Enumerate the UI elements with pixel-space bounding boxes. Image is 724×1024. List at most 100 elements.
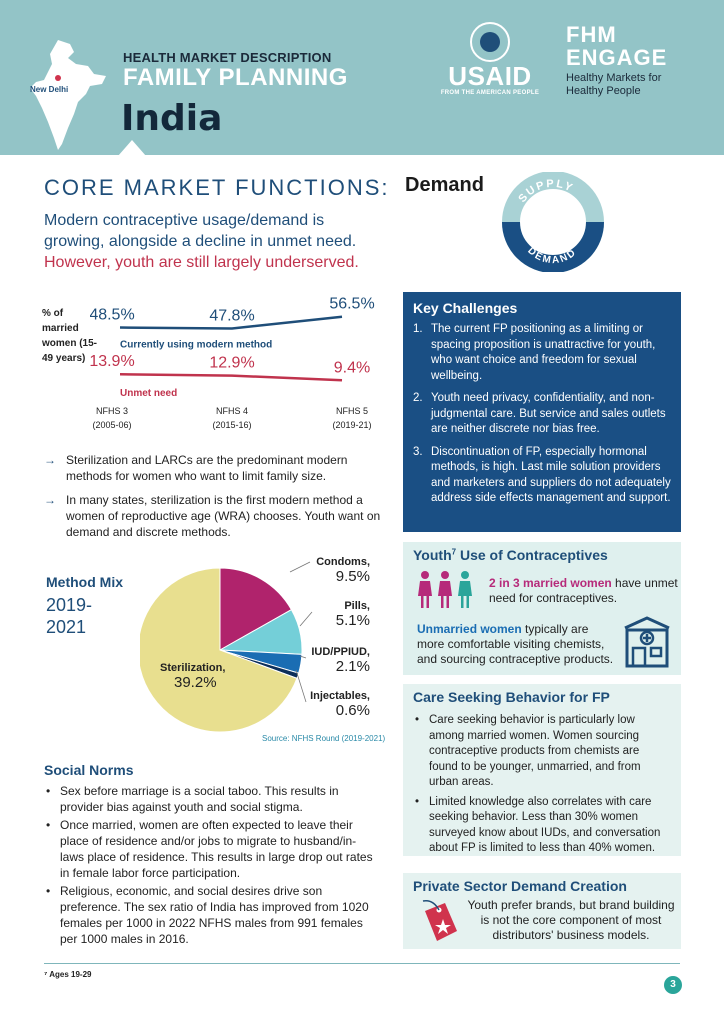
key-challenge-item: 3. Discontinuation of FP, especially horm…: [413, 445, 671, 507]
youth-title-text: Youth: [413, 547, 452, 563]
youth-stat: 2 in 3 married women have unmet need for…: [489, 576, 679, 606]
pie-leader-line: [295, 669, 307, 703]
header-banner: New Delhi HEALTH MARKET DESCRIPTION FAMI…: [0, 0, 724, 156]
fhm-tagline-2: Healthy People: [566, 85, 641, 97]
data-label: 56.5%: [329, 296, 374, 313]
pie-label-value: 5.1%: [335, 612, 370, 629]
x-tick-label: NFHS 4: [216, 406, 248, 416]
youth-title: Youth7 Use of Contraceptives: [413, 547, 671, 563]
pie-label-value: 9.5%: [335, 568, 370, 585]
pie-label-value: 2.1%: [335, 658, 370, 675]
x-tick-year: (2005-06): [92, 420, 131, 430]
pie-label-value: 39.2%: [174, 674, 217, 691]
usaid-name: USAID: [448, 61, 532, 91]
key-challenge-item: 2. Youth need privacy, confidentiality, a…: [413, 391, 671, 438]
data-label: 12.9%: [209, 355, 254, 372]
data-label: 13.9%: [90, 353, 135, 370]
india-map-icon: New Delhi: [30, 40, 106, 150]
pie-leader-line: [299, 611, 313, 627]
series-line: [119, 315, 343, 330]
usaid-seal-icon: [470, 22, 510, 62]
pie-leader-line: [289, 561, 311, 573]
header-kicker: HEALTH MARKET DESCRIPTION: [123, 50, 332, 65]
x-tick-year: (2015-16): [212, 420, 251, 430]
youth-unmarried-highlight: Unmarried women: [417, 622, 522, 636]
key-challenges-list: 1. The current FP positioning as a limiti…: [413, 322, 671, 507]
intro-line-2: However, youth are still largely underse…: [44, 254, 359, 271]
youth-title-sup: 7: [451, 547, 457, 557]
youth-unmarried-rest: typically are more comfortable visiting …: [417, 622, 614, 666]
pie-leader-line: [299, 655, 307, 659]
social-norm-item: Once married, women are often expected t…: [44, 817, 380, 881]
header-title: FAMILY PLANNING: [123, 64, 348, 91]
pie-label-injectables: Injectables, 0.6%: [296, 690, 370, 719]
social-norm-item: Religious, economic, and social desires …: [44, 883, 380, 947]
youth-unmarried-text: Unmarried women typically are more comfo…: [417, 622, 617, 667]
core-market-title: CORE MARKET FUNCTIONS:: [44, 175, 390, 200]
data-label: 47.8%: [209, 307, 254, 324]
core-demand-label: Demand: [405, 174, 484, 196]
supply-demand-circle-icon: SUPPLY DEMAND: [502, 172, 604, 272]
youth-panel: Youth7 Use of Contraceptives 2 in 3 marr…: [403, 542, 681, 675]
key-challenge-number: 2.: [413, 392, 423, 404]
fhm-engage-logo: FHM ENGAGE Healthy Markets for Healthy P…: [566, 24, 667, 98]
pie-label-name: Injectables,: [310, 690, 370, 702]
chart-y-label: % of married women (15-49 years): [42, 308, 98, 364]
fhm-line1: FHM: [566, 22, 617, 47]
care-seeking-title: Care Seeking Behavior for FP: [413, 689, 610, 705]
key-challenge-number: 3.: [413, 445, 423, 458]
women-figures-icon: [418, 571, 472, 608]
social-norm-item: Sex before marriage is a social taboo. T…: [44, 783, 380, 815]
pie-label-name: Condoms,: [316, 556, 370, 568]
usaid-subtitle: FROM THE AMERICAN PEOPLE: [440, 90, 540, 96]
pie-label-sterilization: Sterilization, 39.2%: [160, 662, 240, 691]
pie-label-name: IUD/PPIUD,: [311, 646, 370, 658]
header-country: India: [121, 98, 223, 139]
price-tag-icon: [422, 899, 457, 941]
fhm-tagline-1: Healthy Markets for: [566, 72, 662, 84]
private-sector-text: Youth prefer brands, but brand building …: [467, 898, 675, 942]
youth-stat-rest: have unmet need for contraceptives.: [489, 576, 678, 605]
social-norms-title: Social Norms: [44, 762, 134, 778]
key-challenge-text: Youth need privacy, confidentiality, and…: [431, 392, 666, 435]
youth-title-rest: Use of Contraceptives: [456, 547, 608, 563]
key-challenge-text: Discontinuation of FP, especially hormon…: [431, 445, 671, 505]
fhm-line2: ENGAGE: [566, 45, 668, 70]
private-sector-title: Private Sector Demand Creation: [413, 878, 627, 894]
series-name-label: Currently using modern method: [120, 340, 272, 351]
care-seeking-item: Limited knowledge also correlates with c…: [413, 795, 671, 857]
contraceptive-trend-chart: 48.5% 47.8% 56.5% Currently using modern me…: [90, 296, 375, 430]
data-label: 9.4%: [334, 359, 370, 376]
key-challenges-panel: Key Challenges 1. The current FP position…: [403, 292, 681, 532]
care-seeking-list: Care seeking behavior is particularly lo…: [413, 713, 671, 857]
method-mix-pie-chart: [140, 561, 313, 733]
pie-label-name: Pills,: [344, 600, 370, 612]
map-city-label: New Delhi: [30, 85, 68, 94]
page-number: 3: [664, 976, 682, 994]
footer-divider: [44, 963, 680, 964]
pie-slice: [140, 567, 298, 733]
demand-bullets: Sterilization and LARCs are the predomin…: [44, 452, 384, 548]
series-name-label: Unmet need: [120, 388, 177, 399]
pie-label-value: 0.6%: [335, 702, 370, 719]
intro-line-1: Modern contraceptive usage/demand is gro…: [44, 212, 357, 250]
x-tick-year: (2019-21): [332, 420, 371, 430]
pie-label-iud: IUD/PPIUD, 2.1%: [296, 646, 370, 675]
pie-slice: [219, 567, 293, 651]
demand-bullet: In many states, sterilization is the fir…: [44, 492, 384, 540]
pie-label-condoms: Condoms, 9.5%: [300, 556, 370, 585]
data-label: 48.5%: [90, 307, 135, 324]
method-mix-title: Method Mix: [46, 574, 123, 590]
footnote: ⁷ Ages 19-29: [44, 970, 92, 979]
x-tick-label: NFHS 3: [96, 406, 128, 416]
key-challenge-number: 1.: [413, 323, 423, 335]
method-mix-years: 2019-2021: [46, 595, 93, 637]
x-tick-label: NFHS 5: [336, 406, 368, 416]
demand-bullet: Sterilization and LARCs are the predomin…: [44, 452, 384, 484]
care-seeking-panel: Care Seeking Behavior for FP Care seekin…: [403, 684, 681, 856]
intro-text: Modern contraceptive usage/demand is gro…: [44, 210, 384, 273]
key-challenge-text: The current FP positioning as a limiting…: [431, 323, 656, 382]
series-line: [119, 372, 343, 382]
care-seeking-item: Care seeking behavior is particularly lo…: [413, 713, 671, 791]
social-norms-list: Sex before marriage is a social taboo. T…: [44, 783, 380, 949]
